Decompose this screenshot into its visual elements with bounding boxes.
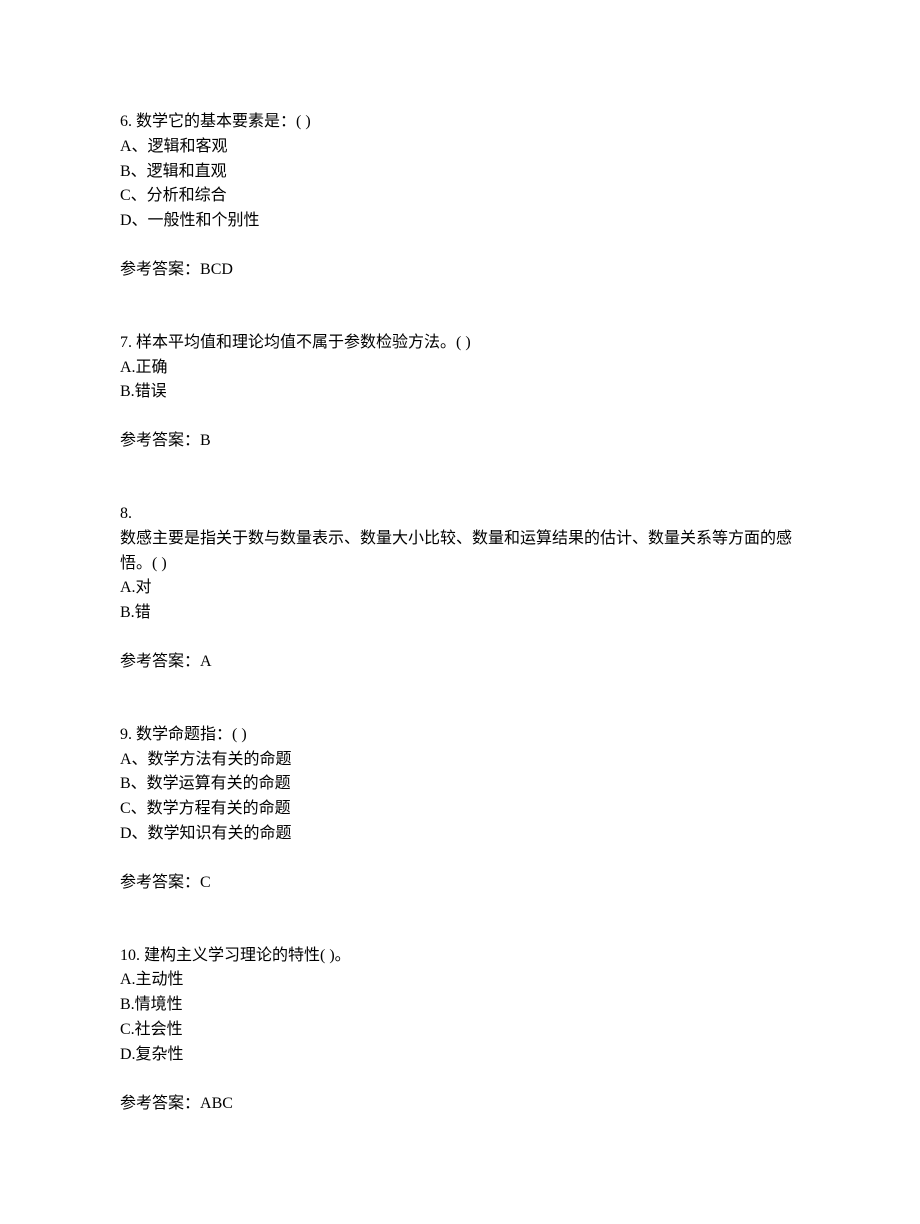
answer-value: ABC [200, 1095, 233, 1112]
question-stem-text: 数学它的基本要素是：( ) [136, 113, 311, 130]
answer-option: C、分析和综合 [120, 184, 800, 209]
question-number: 6. [120, 113, 132, 130]
answer-value: A [200, 653, 212, 670]
answer-option: B.错 [120, 601, 800, 626]
question-stem: 10. 建构主义学习理论的特性( )。 [120, 944, 800, 969]
question-number: 9. [120, 726, 132, 743]
reference-answer: 参考答案：A [120, 650, 800, 675]
question-number: 10. [120, 947, 140, 964]
answer-label: 参考答案： [120, 874, 200, 891]
answer-label: 参考答案： [120, 432, 200, 449]
answer-option: A.对 [120, 576, 800, 601]
answer-option: A、数学方法有关的命题 [120, 748, 800, 773]
question-stem: 数感主要是指关于数与数量表示、数量大小比较、数量和运算结果的估计、数量关系等方面… [120, 527, 800, 577]
question-stem-text: 数学命题指：( ) [136, 726, 247, 743]
answer-label: 参考答案： [120, 1095, 200, 1112]
answer-option: D.复杂性 [120, 1043, 800, 1068]
answer-option: D、数学知识有关的命题 [120, 822, 800, 847]
reference-answer: 参考答案：ABC [120, 1092, 800, 1117]
answer-value: B [200, 432, 211, 449]
question-block: 7. 样本平均值和理论均值不属于参数检验方法。( )A.正确B.错误参考答案：B [120, 331, 800, 454]
question-block: 9. 数学命题指：( )A、数学方法有关的命题B、数学运算有关的命题C、数学方程… [120, 723, 800, 896]
answer-option: B、逻辑和直观 [120, 160, 800, 185]
answer-option: B、数学运算有关的命题 [120, 772, 800, 797]
question-block: 10. 建构主义学习理论的特性( )。A.主动性B.情境性C.社会性D.复杂性参… [120, 944, 800, 1117]
answer-option: B.情境性 [120, 993, 800, 1018]
answer-value: BCD [200, 261, 233, 278]
answer-option: C.社会性 [120, 1018, 800, 1043]
question-block: 8.数感主要是指关于数与数量表示、数量大小比较、数量和运算结果的估计、数量关系等… [120, 502, 800, 675]
answer-option: D、一般性和个别性 [120, 209, 800, 234]
question-block: 6. 数学它的基本要素是：( )A、逻辑和客观B、逻辑和直观C、分析和综合D、一… [120, 110, 800, 283]
question-stem: 7. 样本平均值和理论均值不属于参数检验方法。( ) [120, 331, 800, 356]
question-stem-text: 样本平均值和理论均值不属于参数检验方法。( ) [136, 334, 471, 351]
reference-answer: 参考答案：B [120, 429, 800, 454]
question-stem-text: 建构主义学习理论的特性( )。 [144, 947, 351, 964]
reference-answer: 参考答案：C [120, 871, 800, 896]
answer-label: 参考答案： [120, 261, 200, 278]
answer-value: C [200, 874, 211, 891]
answer-option: A.主动性 [120, 968, 800, 993]
answer-option: C、数学方程有关的命题 [120, 797, 800, 822]
question-number: 7. [120, 334, 132, 351]
answer-label: 参考答案： [120, 653, 200, 670]
question-number: 8. [120, 502, 800, 527]
question-stem: 6. 数学它的基本要素是：( ) [120, 110, 800, 135]
question-stem: 9. 数学命题指：( ) [120, 723, 800, 748]
answer-option: A.正确 [120, 356, 800, 381]
answer-option: A、逻辑和客观 [120, 135, 800, 160]
answer-option: B.错误 [120, 380, 800, 405]
reference-answer: 参考答案：BCD [120, 258, 800, 283]
